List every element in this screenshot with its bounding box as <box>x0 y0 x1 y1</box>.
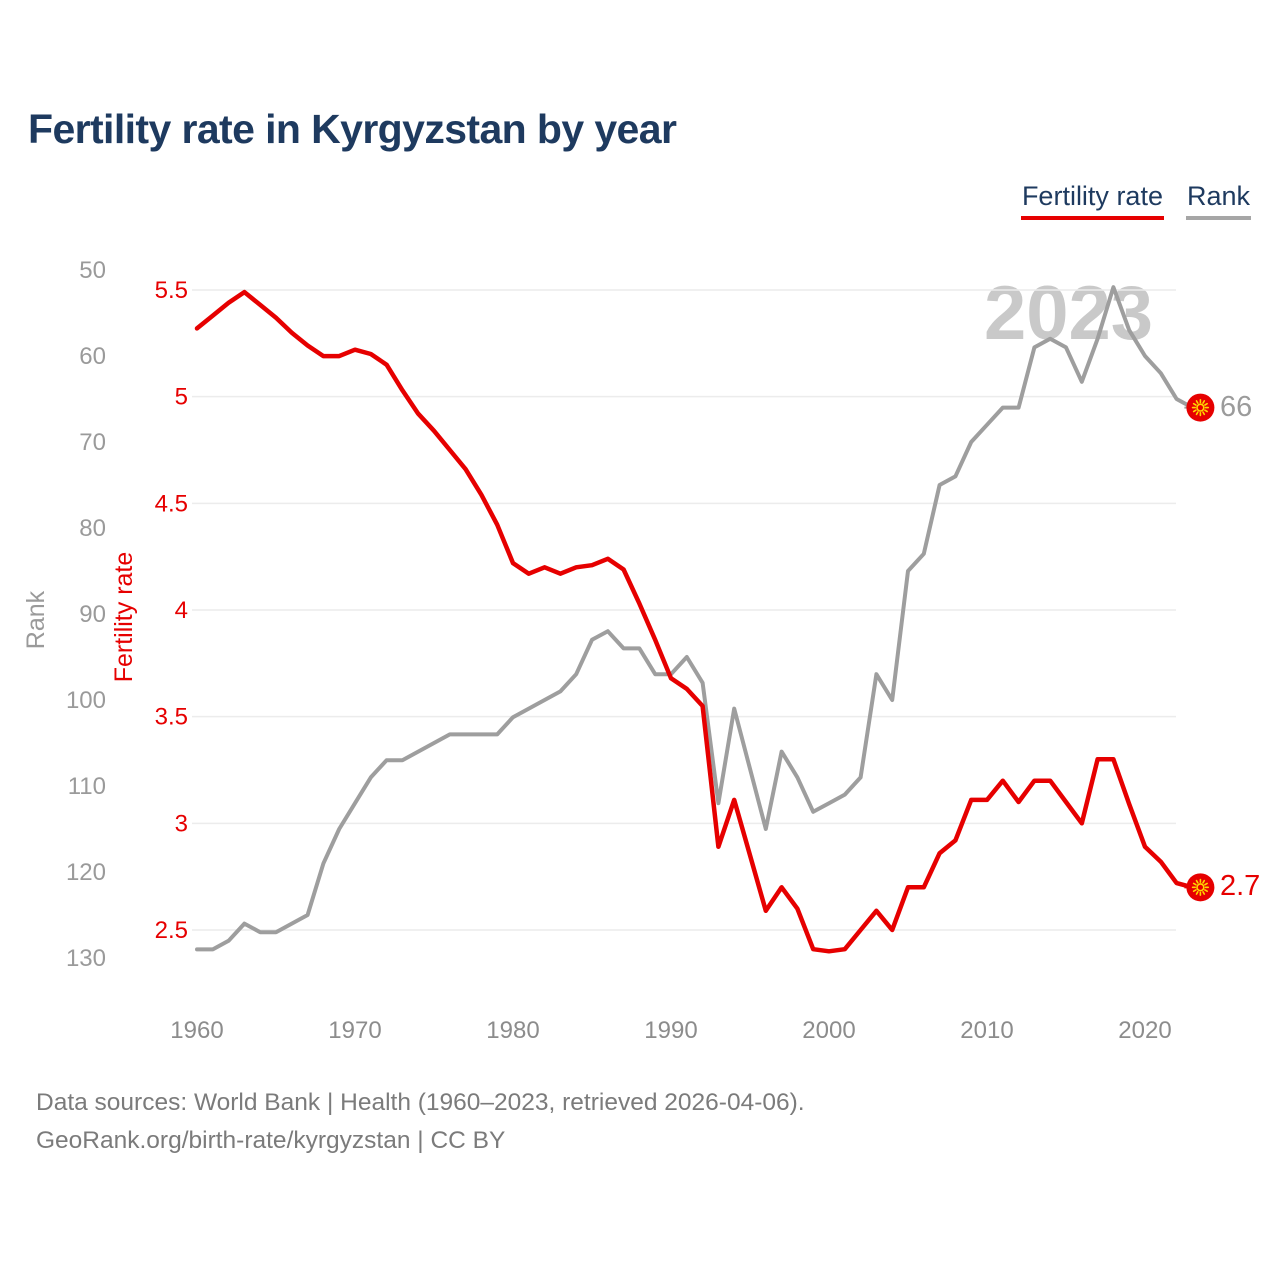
footer-attribution: Data sources: World Bank | Health (1960–… <box>36 1084 805 1160</box>
series-line-rank[interactable] <box>195 285 1195 952</box>
legend-underline-rank <box>1185 216 1251 220</box>
rank-end-value-label: 66 <box>1220 391 1253 423</box>
legend-item-fertility-rate[interactable]: Fertility rate <box>1020 181 1164 220</box>
series-line-fertility-rate[interactable] <box>194 289 1195 954</box>
rank-axis-tick-label: 60 <box>79 343 106 370</box>
page-title: Fertility rate in Kyrgyzstan by year <box>28 106 677 152</box>
kyrgyzstan-flag-dot-rank <box>1184 393 1215 422</box>
rank-axis-title: Rank <box>22 590 50 649</box>
rank-axis-tick-label: 100 <box>66 687 106 714</box>
fertility-axis-tick-label: 3.5 <box>155 704 188 731</box>
x-axis-tick-label: 2020 <box>1118 1017 1171 1044</box>
rank-axis-tick-label: 50 <box>79 257 106 284</box>
legend-item-rank[interactable]: Rank <box>1185 181 1251 220</box>
x-axis-tick-label: 1990 <box>644 1017 697 1044</box>
legend-label-fertility-rate: Fertility rate <box>1021 181 1163 211</box>
fertility-axis-title: Fertility rate <box>110 552 138 683</box>
footer-license: GeoRank.org/birth-rate/kyrgyzstan | CC B… <box>36 1127 506 1154</box>
fertility-axis-tick-label: 4.5 <box>155 490 188 517</box>
rank-axis-tick-label: 80 <box>79 515 106 542</box>
rank-axis-tick-label: 90 <box>79 601 106 628</box>
fertility-axis-tick-label: 3 <box>175 810 188 837</box>
x-axis-tick-label: 2000 <box>802 1017 855 1044</box>
fertility-axis-tick-label: 5 <box>175 384 188 411</box>
fertility-axis-tick-label: 2.5 <box>155 917 188 944</box>
footer-data-sources: Data sources: World Bank | Health (1960–… <box>36 1089 805 1116</box>
rank-axis-tick-label: 70 <box>79 429 106 456</box>
kyrgyzstan-flag-dot-fertility <box>1184 873 1215 902</box>
x-axis-tick-label: 1980 <box>486 1017 539 1044</box>
rank-axis-tick-label: 130 <box>66 945 106 972</box>
x-axis-tick-label: 1970 <box>328 1017 381 1044</box>
rank-axis-tick-label: 110 <box>68 773 106 800</box>
fertility-end-value-label: 2.7 <box>1220 870 1261 902</box>
fertility-axis-tick-label: 5.5 <box>155 277 188 304</box>
rank-axis-tick-label: 120 <box>66 859 106 886</box>
x-axis-tick-label: 2010 <box>960 1017 1013 1044</box>
legend-label-rank: Rank <box>1186 181 1250 211</box>
legend-underline-fertility-rate <box>1020 216 1164 220</box>
fertility-axis-tick-label: 4 <box>175 597 188 624</box>
x-axis-tick-label: 1960 <box>170 1017 223 1044</box>
chart-legend: Fertility rate Rank <box>1020 181 1251 220</box>
